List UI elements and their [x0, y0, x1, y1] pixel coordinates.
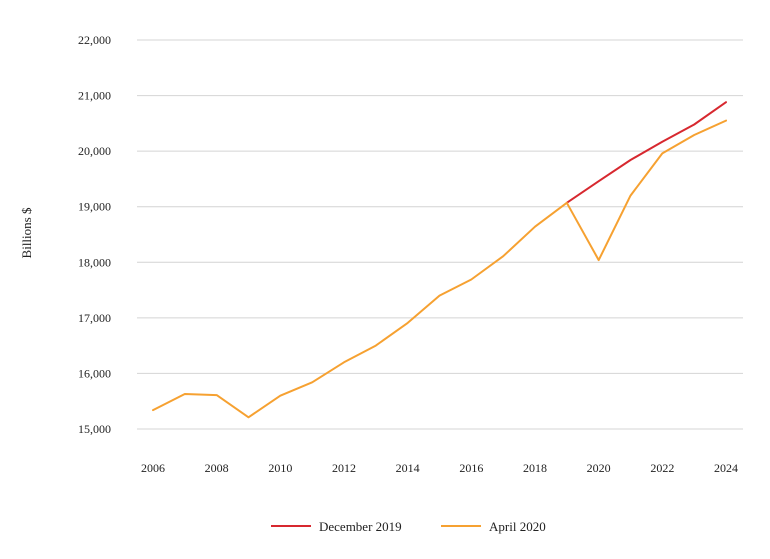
y-axis-tick-labels: 15,000 16,000 17,000 18,000 19,000 20,000 21,0…	[78, 33, 111, 436]
y-tick-label: 15,000	[78, 422, 111, 436]
series-lines	[152, 101, 727, 419]
x-axis-tick-labels: 2006 2008 2010 2012 2014 2016 2018 2020 2022 2024	[141, 461, 738, 475]
x-tick-label: 2018	[523, 461, 547, 475]
legend-label-april-2020: April 2020	[489, 519, 546, 534]
x-tick-label: 2024	[714, 461, 738, 475]
legend: December 2019 April 2020	[271, 519, 546, 534]
series-line-december-2019	[565, 101, 727, 204]
x-tick-label: 2010	[268, 461, 292, 475]
x-tick-label: 2008	[205, 461, 229, 475]
gridlines	[137, 39, 743, 430]
x-tick-label: 2020	[587, 461, 611, 475]
y-tick-label: 19,000	[78, 200, 111, 214]
x-tick-label: 2022	[650, 461, 674, 475]
x-tick-label: 2006	[141, 461, 165, 475]
y-axis-title: Billions $	[19, 207, 34, 258]
series-line-april-2020	[152, 119, 727, 419]
y-tick-label: 22,000	[78, 33, 111, 47]
x-tick-label: 2016	[459, 461, 483, 475]
y-tick-label: 21,000	[78, 89, 111, 103]
y-tick-label: 17,000	[78, 311, 111, 325]
y-tick-label: 20,000	[78, 144, 111, 158]
x-tick-label: 2014	[396, 461, 420, 475]
x-tick-label: 2012	[332, 461, 356, 475]
y-tick-label: 16,000	[78, 366, 111, 380]
legend-label-december-2019: December 2019	[319, 519, 402, 534]
y-tick-label: 18,000	[78, 255, 111, 269]
